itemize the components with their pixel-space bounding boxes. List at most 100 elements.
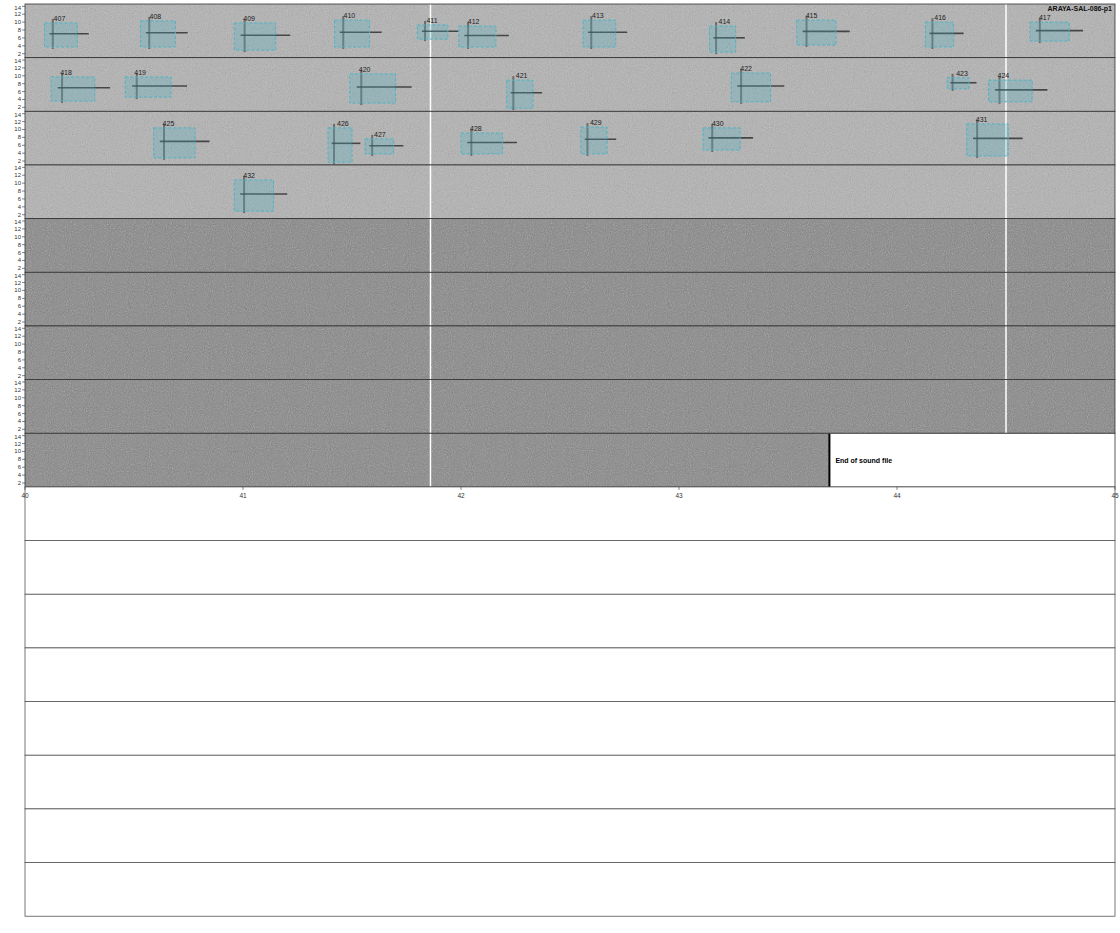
y-tick <box>22 475 25 476</box>
row-background <box>25 58 1115 112</box>
annotation-box <box>459 26 496 47</box>
annotation-box <box>731 73 770 102</box>
annotation-label: 423 <box>956 70 968 77</box>
y-tick <box>22 99 25 100</box>
annotation-box <box>461 133 502 154</box>
end-of-file-label: End of sound file <box>835 457 892 464</box>
y-tick <box>22 314 25 315</box>
y-tick <box>22 467 25 468</box>
blank-row <box>25 755 1115 809</box>
x-tick-label: 40 <box>21 492 29 499</box>
annotation-box <box>154 128 195 158</box>
y-tick <box>22 14 25 15</box>
annotation-label: 410 <box>344 12 356 19</box>
row-frame <box>25 326 1115 380</box>
row-background <box>25 433 1115 487</box>
row-noise <box>25 272 1115 326</box>
y-tick <box>22 75 25 76</box>
row-frame <box>25 219 1115 273</box>
annotation-box <box>328 128 352 162</box>
y-tick <box>22 236 25 237</box>
y-tick <box>22 282 25 283</box>
page-mark <box>430 433 432 487</box>
x-tick <box>897 487 898 490</box>
spectrogram-row <box>25 111 1115 165</box>
y-tick-label: 12 <box>14 226 21 232</box>
blank-row <box>25 487 1115 541</box>
y-tick-label: 12 <box>14 387 21 393</box>
row-noise <box>25 433 1115 487</box>
y-tick-label: 4 <box>18 96 22 102</box>
y-tick <box>22 443 25 444</box>
y-tick <box>22 244 25 245</box>
y-tick-label: 6 <box>18 196 22 202</box>
y-tick-label: 6 <box>18 357 22 363</box>
page-mark <box>430 272 432 326</box>
y-tick-label: 6 <box>18 303 22 309</box>
y-tick-label: 2 <box>18 426 22 432</box>
y-tick <box>22 298 25 299</box>
annotation-label: 412 <box>468 18 480 25</box>
x-tick <box>25 487 26 490</box>
annotation-label: 417 <box>1039 14 1051 21</box>
y-tick <box>22 328 25 329</box>
y-tick <box>22 191 25 192</box>
annotation-label: 416 <box>934 14 946 21</box>
annotation-box <box>581 127 607 154</box>
y-tick-label: 14 <box>14 112 21 118</box>
y-tick <box>22 413 25 414</box>
row-background <box>25 326 1115 380</box>
y-tick-label: 12 <box>14 172 21 178</box>
y-tick-label: 8 <box>18 349 22 355</box>
y-tick <box>22 175 25 176</box>
y-tick <box>22 206 25 207</box>
page-mark <box>430 111 432 165</box>
spectrogram-row <box>25 272 1115 326</box>
row-noise <box>25 326 1115 380</box>
row-background <box>25 165 1115 219</box>
y-tick <box>22 145 25 146</box>
y-tick-label: 14 <box>14 273 21 279</box>
annotation-box <box>45 23 78 47</box>
y-tick <box>22 137 25 138</box>
y-tick-label: 14 <box>14 434 21 440</box>
annotation-box <box>797 20 836 45</box>
row-frame <box>25 433 1115 487</box>
x-tick-label: 45 <box>1111 492 1119 499</box>
y-tick-label: 10 <box>14 234 21 240</box>
y-tick <box>22 429 25 430</box>
y-tick-label: 4 <box>18 150 22 156</box>
annotation-box <box>350 74 396 103</box>
y-tick <box>22 482 25 483</box>
y-tick-label: 14 <box>14 5 21 11</box>
y-tick <box>22 274 25 275</box>
annotation-box <box>141 21 176 47</box>
annotation-box <box>365 139 393 154</box>
annotation-label: 430 <box>712 120 724 127</box>
blank-row <box>25 702 1115 756</box>
page-mark <box>430 326 432 380</box>
page-mark <box>430 58 432 112</box>
annotation-box <box>1030 22 1069 41</box>
annotation-label: 420 <box>359 66 371 73</box>
annotation-box <box>925 22 953 47</box>
annotation-box <box>583 20 616 47</box>
row-background <box>25 272 1115 326</box>
y-tick <box>22 459 25 460</box>
row-frame <box>25 4 1115 58</box>
annotation-box <box>967 124 1008 156</box>
page-mark <box>430 219 432 273</box>
y-tick-label: 6 <box>18 464 22 470</box>
y-tick-label: 12 <box>14 441 21 447</box>
y-tick-label: 6 <box>18 411 22 417</box>
annotation-label: 429 <box>590 119 602 126</box>
y-tick-label: 10 <box>14 180 21 186</box>
y-tick <box>22 37 25 38</box>
y-tick-label: 4 <box>18 204 22 210</box>
spectrogram-row <box>25 4 1115 58</box>
y-tick-label: 10 <box>14 287 21 293</box>
annotation-label: 413 <box>592 12 604 19</box>
spectrogram-row <box>25 326 1115 380</box>
y-tick-label: 10 <box>14 341 21 347</box>
y-tick-label: 2 <box>18 480 22 486</box>
